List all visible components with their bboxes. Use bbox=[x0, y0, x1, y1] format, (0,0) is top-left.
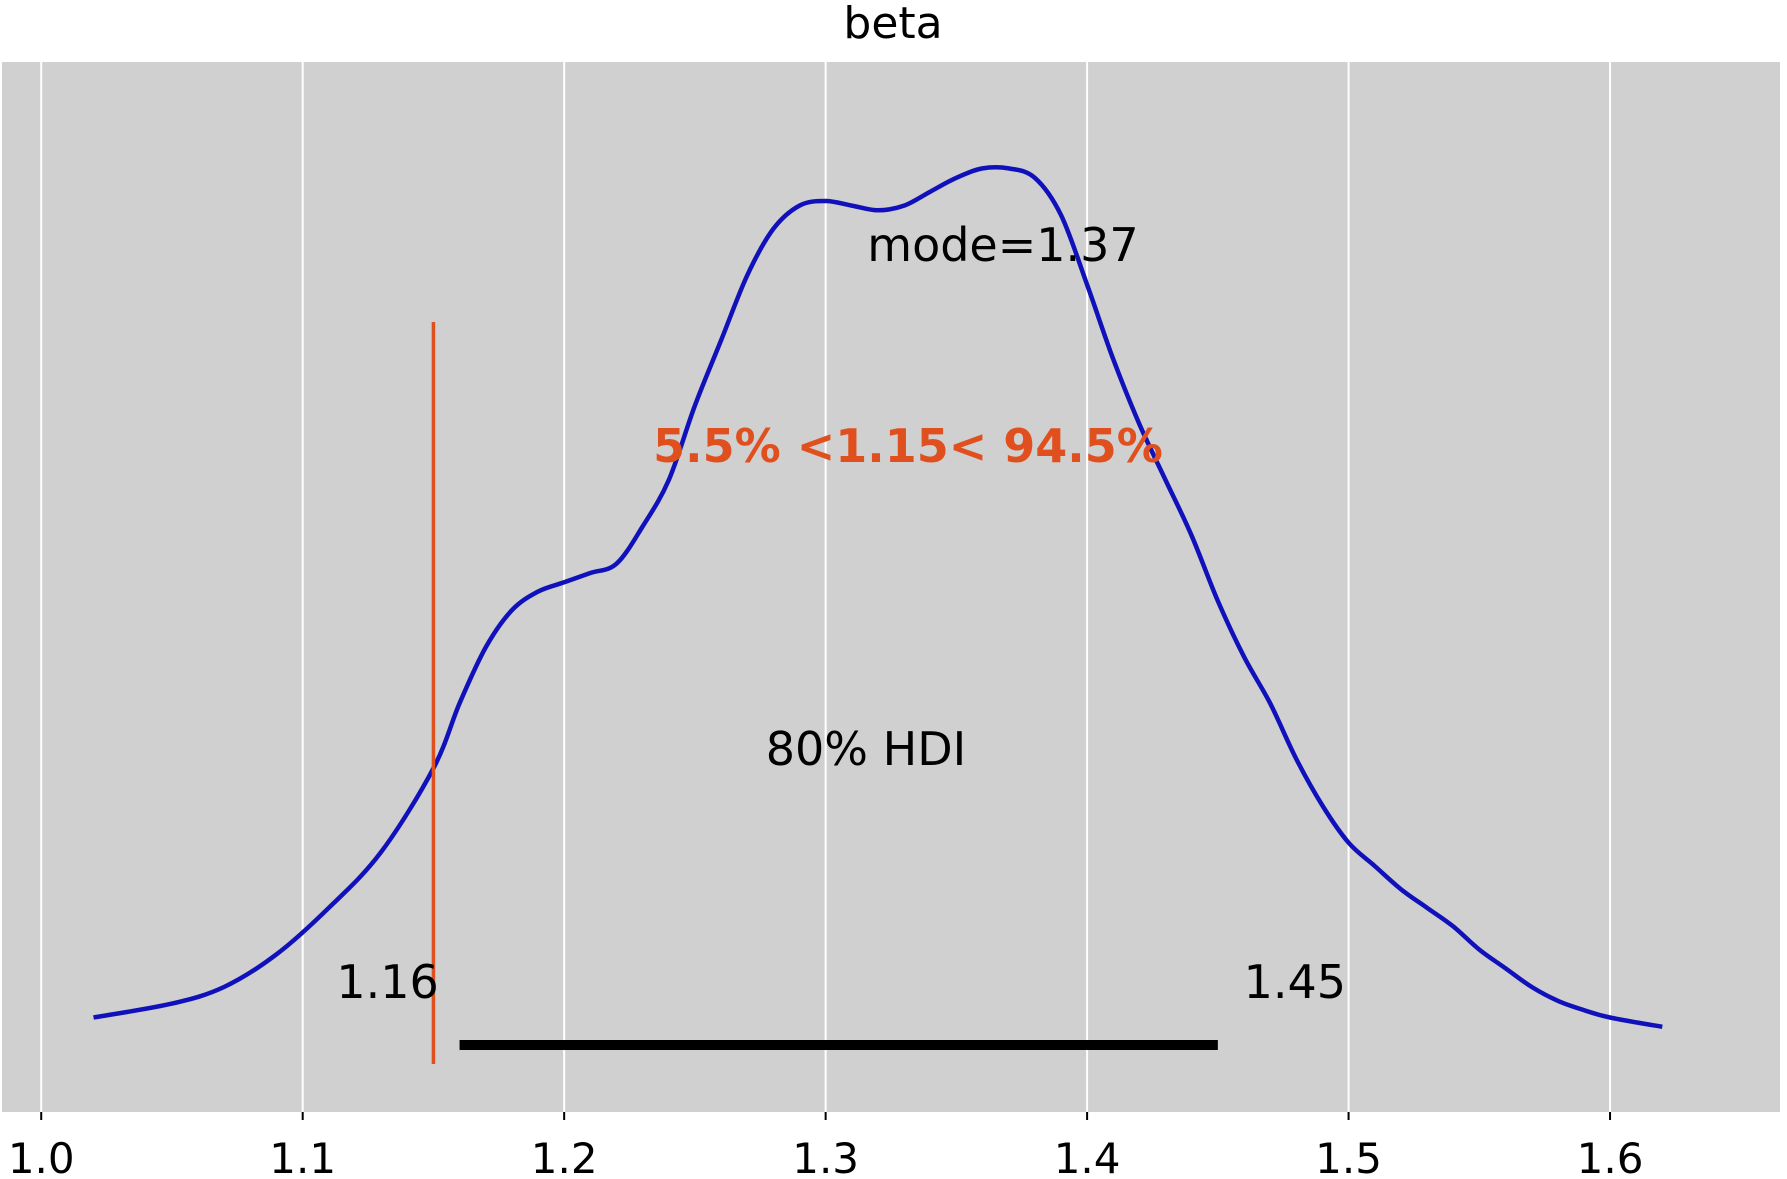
x-tick-label: 1.1 bbox=[269, 1134, 336, 1179]
hdi-label: 80% HDI bbox=[766, 722, 966, 776]
hdi-high-label: 1.45 bbox=[1244, 955, 1346, 1009]
hdi-low-label: 1.16 bbox=[336, 955, 438, 1009]
x-tick-label: 1.0 bbox=[8, 1134, 75, 1179]
x-tick-label: 1.5 bbox=[1315, 1134, 1382, 1179]
kde-line bbox=[93, 165, 1663, 1030]
x-tick-label: 1.3 bbox=[792, 1134, 859, 1179]
mode-label: mode=1.37 bbox=[867, 218, 1138, 272]
x-tick-label: 1.2 bbox=[531, 1134, 598, 1179]
reference-label: 5.5% <1.15< 94.5% bbox=[653, 419, 1163, 473]
chart-title: beta bbox=[843, 0, 942, 49]
grid bbox=[40, 62, 1612, 1112]
x-tick-label: 1.6 bbox=[1577, 1134, 1644, 1179]
x-axis: 1.0 1.1 1.2 1.3 1.4 1.5 1.6 bbox=[8, 1112, 1644, 1179]
x-tick-label: 1.4 bbox=[1054, 1134, 1121, 1179]
